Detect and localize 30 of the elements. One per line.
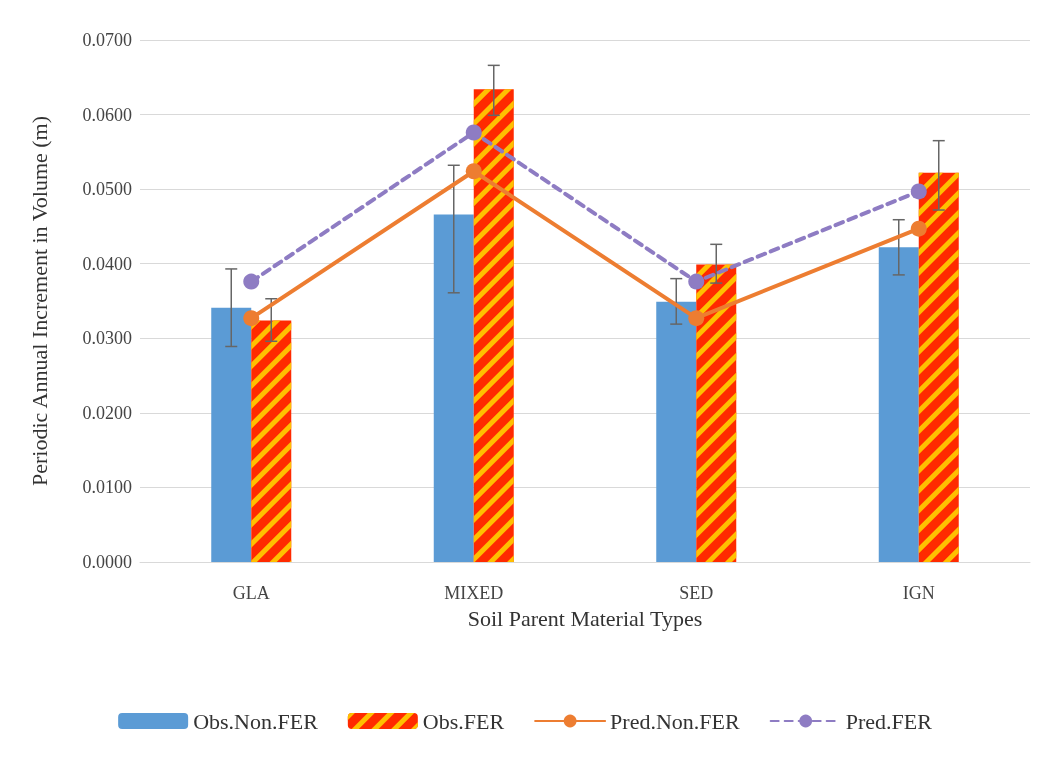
- x-tick-label: IGN: [902, 583, 935, 603]
- legend-label: Obs.Non.FER: [193, 708, 319, 734]
- y-tick-label: 0.0100: [82, 477, 132, 498]
- bar: [656, 301, 697, 562]
- x-tick-label: MIXED: [444, 583, 504, 603]
- y-tick-label: 0.0000: [82, 552, 132, 572]
- point: [465, 124, 482, 141]
- legend-label: Pred.Non.FER: [610, 708, 741, 734]
- x-tick-label: SED: [679, 583, 714, 603]
- point: [465, 163, 482, 180]
- point: [688, 273, 705, 290]
- legend-label: Pred.FER: [845, 708, 933, 734]
- point: [688, 310, 705, 327]
- y-tick-label: 0.0500: [82, 179, 132, 200]
- point: [910, 220, 927, 237]
- x-axis-title: Soil Parent Material Types: [467, 605, 703, 631]
- point: [910, 183, 927, 200]
- bar: [878, 247, 919, 562]
- y-tick-label: 0.0300: [82, 328, 132, 349]
- y-tick-label: 0.0700: [82, 30, 132, 50]
- y-tick-label: 0.0600: [82, 104, 132, 125]
- bar: [433, 214, 474, 562]
- point: [243, 310, 260, 327]
- point: [243, 273, 260, 290]
- y-tick-label: 0.0400: [82, 253, 132, 274]
- y-tick-label: 0.0200: [82, 402, 132, 423]
- bar: [211, 307, 252, 562]
- x-tick-label: GLA: [232, 583, 270, 603]
- y-axis-title: Periodic Annual Increment in Volume (m): [26, 115, 52, 487]
- legend-label: Obs.FER: [422, 708, 505, 734]
